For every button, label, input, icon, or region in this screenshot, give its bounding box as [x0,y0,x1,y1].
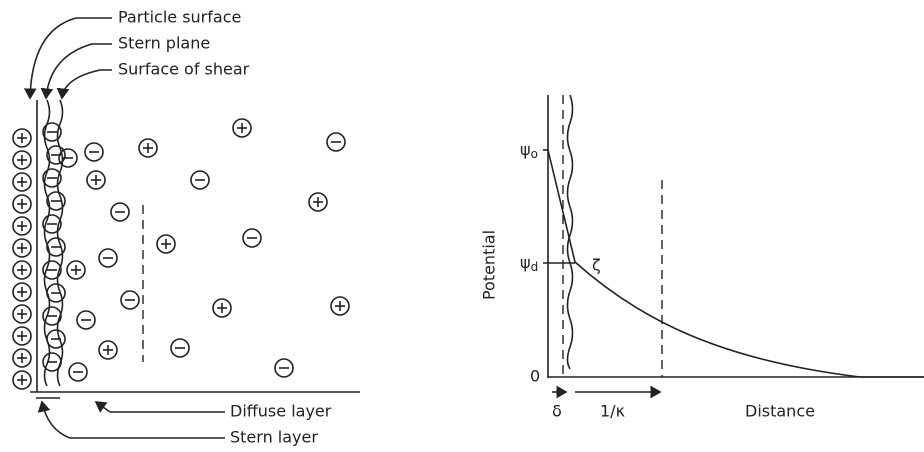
leader [23,17,112,100]
anion [242,228,262,248]
cation [12,304,32,324]
potential-curve [547,149,924,378]
anion [110,202,130,222]
leader [56,69,112,100]
anion [42,260,62,280]
cation [98,340,118,360]
anion [120,290,140,310]
leader [37,400,225,439]
leader [94,401,225,413]
delta: δ [552,402,562,421]
anion [42,122,62,142]
cation [138,138,158,158]
cation [12,128,32,148]
anion [42,168,62,188]
label: Stern layer [230,428,318,447]
anion [46,191,66,211]
cation [12,238,32,258]
psi-0: ψo [520,140,538,161]
label: Diffuse layer [230,402,332,421]
left-panel: Particle surface Stern plane Surface of … [12,8,360,447]
cation [12,172,32,192]
anion [274,358,294,378]
cation [12,150,32,170]
subscript: d [531,260,539,274]
anion [46,145,66,165]
cation [12,326,32,346]
symbol: ψ [520,140,531,159]
cation [12,370,32,390]
anion [98,248,118,268]
anion [326,132,346,152]
anion [42,214,62,234]
leader [40,43,112,100]
cation [86,170,106,190]
cation [12,348,32,368]
cation [232,118,252,138]
anion [170,338,190,358]
anion [68,362,88,382]
anion [84,142,104,162]
symbol: ψ [520,253,531,272]
anion [42,306,62,326]
debye-length: 1/κ [600,402,626,421]
cation [330,296,350,316]
shear-surface-line [56,99,64,387]
cation [12,216,32,236]
label: Particle surface [118,8,241,27]
label: Stern plane [118,34,210,53]
cation [212,298,232,318]
y-axis-label: Potential [480,230,499,300]
shear-line [566,94,574,370]
anion [46,237,66,257]
anion [190,170,210,190]
ions [12,118,350,390]
cation [12,282,32,302]
anion [46,283,66,303]
x-axis-label: Distance [745,402,815,421]
cation [156,234,176,254]
cation [12,260,32,280]
anion [42,352,62,372]
anion [58,148,78,168]
psi-d: ψd [520,253,538,274]
zeta: ζ [592,256,601,275]
subscript: o [531,147,538,161]
anion [46,329,66,349]
origin: 0 [530,367,540,386]
cation [66,260,86,280]
cation [12,194,32,214]
right-panel: ψo ψd ζ 0 Potential δ 1/κ Distance [480,94,924,421]
anion [76,310,96,330]
label: Surface of shear [118,60,250,79]
cation [308,192,328,212]
